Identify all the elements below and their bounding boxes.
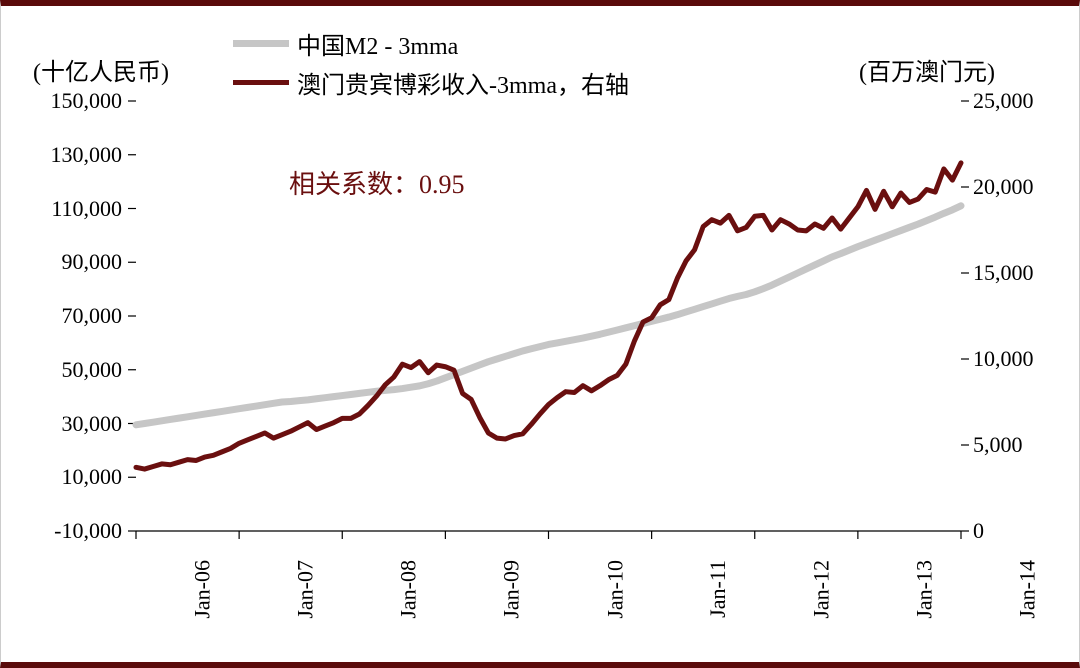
left-axis-unit: (十亿人民币) <box>33 52 169 87</box>
left-axis-tick-label: 130,000 <box>51 142 123 168</box>
left-axis-tick-label: 110,000 <box>51 196 122 222</box>
series-macau_vip_3mma <box>136 163 961 469</box>
legend-label: 中国M2 - 3mma <box>297 26 458 61</box>
right-axis-tick-label: 10,000 <box>973 346 1034 372</box>
legend-item: 中国M2 - 3mma <box>233 26 629 61</box>
right-axis-tick-label: 20,000 <box>973 174 1034 200</box>
legend: 中国M2 - 3mma 澳门贵宾博彩收入-3mma，右轴 <box>233 26 629 100</box>
series-china_m2_3mma <box>136 206 961 425</box>
legend-label: 澳门贵宾博彩收入-3mma，右轴 <box>297 65 629 100</box>
left-axis-tick-label: 70,000 <box>62 303 123 329</box>
left-axis-tick-label: 10,000 <box>62 464 123 490</box>
x-axis-tick-label: Jan-12 <box>808 560 834 619</box>
left-axis-tick-label: -10,000 <box>54 518 122 544</box>
chart-root: (十亿人民币) (百万澳门元) -10,000 10,000 30,000 50,000 7… <box>1 6 1079 662</box>
right-axis-tick-label: 5,000 <box>973 432 1023 458</box>
x-axis-tick-label: Jan-13 <box>912 560 938 619</box>
left-axis-tick-label: 90,000 <box>62 249 123 275</box>
right-axis-tick-label: 0 <box>973 518 984 544</box>
x-axis-tick-label: Jan-14 <box>1015 560 1041 619</box>
right-axis-tick-label: 15,000 <box>973 260 1034 286</box>
chart-frame: (十亿人民币) (百万澳门元) -10,000 10,000 30,000 50,000 7… <box>0 0 1080 668</box>
correlation-annotation: 相关系数：0.95 <box>289 164 465 201</box>
x-axis-tick-label: Jan-08 <box>396 560 422 619</box>
x-axis-tick-label: Jan-10 <box>602 560 628 619</box>
right-axis-tick-label: 25,000 <box>973 88 1034 114</box>
right-axis-unit: (百万澳门元) <box>859 52 995 87</box>
x-axis-tick-label: Jan-09 <box>499 560 525 619</box>
left-axis-tick-label: 50,000 <box>62 357 123 383</box>
legend-swatch <box>233 80 289 85</box>
x-axis-tick-label: Jan-07 <box>293 560 319 619</box>
x-axis-tick-label: Jan-06 <box>190 560 216 619</box>
legend-swatch <box>233 40 289 47</box>
legend-item: 澳门贵宾博彩收入-3mma，右轴 <box>233 65 629 100</box>
left-axis-tick-label: 30,000 <box>62 411 123 437</box>
left-axis-tick-label: 150,000 <box>51 88 123 114</box>
x-axis-tick-label: Jan-11 <box>704 560 730 618</box>
